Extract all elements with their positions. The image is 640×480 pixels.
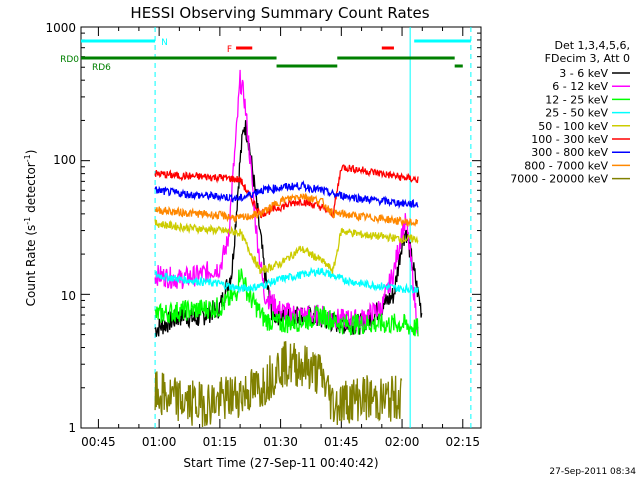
status-label: RD6	[92, 63, 111, 73]
y-tick-label: 1	[68, 421, 76, 435]
y-axis-label: Count Rate (s-1 detector-1)	[23, 150, 38, 307]
footer-timestamp: 27-Sep-2011 08:34	[549, 467, 636, 477]
legend-entry-label: 800 - 7000 keV	[524, 159, 608, 172]
x-tick-label: 02:15	[445, 435, 480, 449]
y-tick-label: 10	[61, 289, 76, 303]
legend-entry-label: 100 - 300 keV	[531, 133, 608, 146]
y-tick-label: 100	[53, 153, 76, 167]
series-lines	[154, 69, 423, 428]
legend-entry-label: 7000 - 20000 keV	[510, 173, 608, 186]
legend-header-line: Det 1,3,4,5,6,	[554, 39, 630, 52]
series-line	[154, 164, 419, 219]
x-tick-labels: 00:45 01:00 01:15 01:30 01:45 02:00 02:15	[81, 435, 480, 449]
status-bars: N F RD0 RD6	[60, 38, 471, 73]
series-line	[154, 180, 419, 210]
legend-entry-label: 6 - 12 keV	[552, 80, 608, 93]
plot-frame	[80, 26, 482, 429]
legend-entry-label: 25 - 50 keV	[545, 107, 608, 120]
series-line	[154, 341, 403, 428]
series-line	[154, 219, 419, 275]
legend-entry-label: 50 - 100 keV	[538, 120, 608, 133]
y-axis-label-sup: -1	[23, 154, 32, 162]
y-axis-label-part: detector	[24, 162, 38, 217]
x-tick-label: 00:45	[81, 435, 116, 449]
legend-entry-label: 12 - 25 keV	[545, 93, 608, 106]
series-line	[154, 268, 419, 337]
x-axis-label: Start Time (27-Sep-11 00:40:42)	[183, 456, 378, 470]
legend-header-line: FDecim 3, Att 0	[545, 52, 630, 65]
y-tick-labels: 1000 100 10 1	[45, 21, 76, 435]
axis-ticks	[81, 26, 481, 429]
status-label: N	[161, 38, 168, 48]
y-axis-label-part: )	[24, 150, 38, 155]
series-line	[154, 266, 419, 294]
series-line	[154, 193, 419, 228]
legend: Det 1,3,4,5,6, FDecim 3, Att 0 3 - 6 keV…	[510, 39, 630, 186]
y-axis-label-sup: -1	[23, 217, 32, 225]
reference-lines	[154, 27, 472, 428]
x-tick-label: 01:00	[142, 435, 177, 449]
legend-entry-label: 3 - 6 keV	[559, 67, 608, 80]
x-tick-label: 01:45	[324, 435, 359, 449]
x-tick-label: 01:15	[203, 435, 238, 449]
x-tick-label: 01:30	[263, 435, 298, 449]
series-line	[154, 69, 419, 334]
y-axis-label-part: Count Rate (s	[24, 225, 38, 307]
y-tick-label: 1000	[45, 21, 76, 35]
legend-entry-label: 300 - 800 keV	[531, 146, 608, 159]
status-label: F	[227, 45, 232, 55]
chart-title: HESSI Observing Summary Count Rates	[130, 4, 429, 22]
x-tick-label: 02:00	[385, 435, 420, 449]
status-label: RD0	[60, 55, 79, 65]
